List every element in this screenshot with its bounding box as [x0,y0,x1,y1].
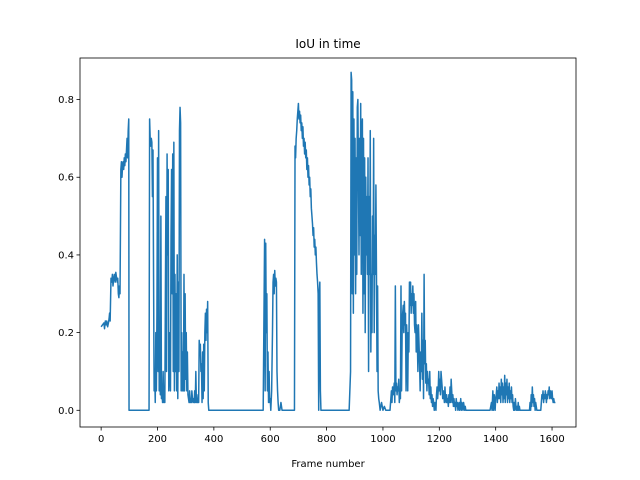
series-line-0 [100,71,556,412]
x-tick-label: 200 [148,434,167,445]
x-tick-label: 1200 [427,434,452,445]
x-tick-label: 1600 [539,434,564,445]
y-tick-label: 0.4 [58,250,74,261]
chart-title: IoU in time [295,37,360,51]
x-axis-label: Frame number [291,459,365,470]
x-tick-label: 0 [98,434,104,445]
x-tick-label: 800 [317,434,336,445]
axes-frame [79,57,577,428]
y-tick-label: 0.6 [58,173,74,184]
plot-area: 0 200 400 600 800 1000 1200 1400 1600 0.0 0.2 0.4 0.… [58,57,577,445]
y-tick-label: 0.8 [58,95,74,106]
x-tick-label: 1000 [370,434,395,445]
x-tick-label: 400 [204,434,223,445]
x-tick-label: 600 [261,434,280,445]
x-tick-label: 1400 [483,434,508,445]
y-tick-label: 0.2 [58,328,74,339]
y-tick-label: 0.0 [58,406,74,417]
